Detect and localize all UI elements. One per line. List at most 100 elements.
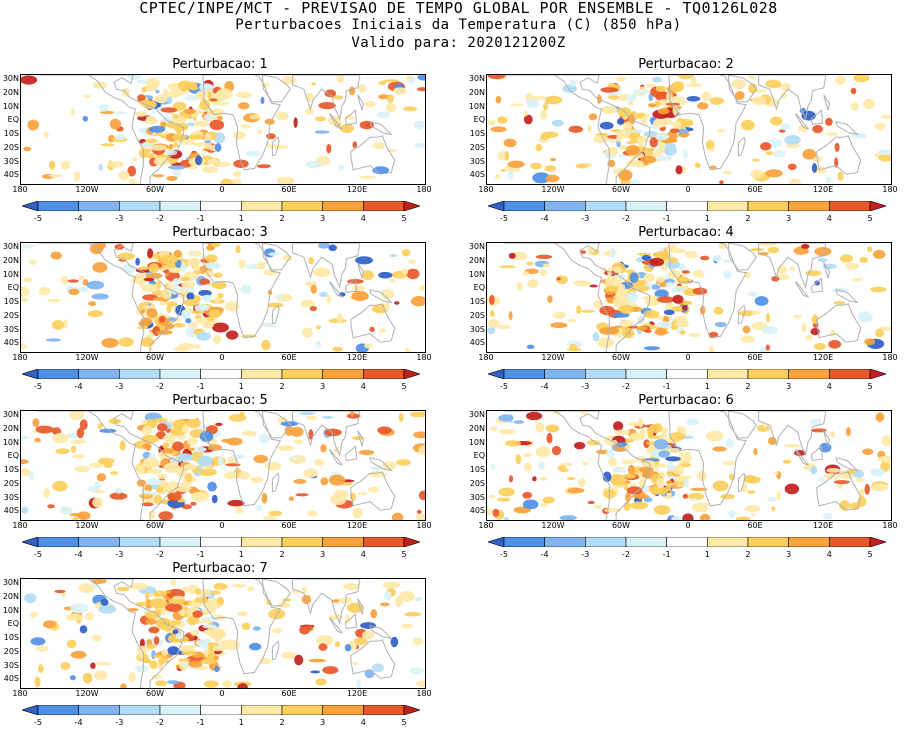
anomaly-patch xyxy=(784,444,802,448)
anomaly-patch xyxy=(625,145,640,156)
anomaly-patch xyxy=(705,139,715,151)
anomaly-patch xyxy=(211,494,218,504)
anomaly-patch xyxy=(621,459,636,465)
anomaly-patch xyxy=(146,644,157,649)
anomaly-patch xyxy=(675,165,683,175)
anomaly-patch xyxy=(497,324,511,330)
anomaly-patch xyxy=(135,257,140,266)
colorbar-tick-label: -1 xyxy=(662,214,671,223)
anomaly-patch xyxy=(74,465,91,473)
anomaly-patch xyxy=(21,286,30,297)
anomaly-patch xyxy=(652,76,662,83)
coastline xyxy=(668,411,747,507)
anomaly-patch xyxy=(187,615,200,625)
anomaly-patch xyxy=(61,592,67,598)
anomaly-patch xyxy=(54,589,66,594)
anomaly-patch xyxy=(140,490,152,495)
lon-tick-label: 120W xyxy=(541,353,565,362)
coastline xyxy=(202,579,281,675)
anomaly-patch xyxy=(490,463,496,471)
colorbar-tick-label: 1 xyxy=(704,214,710,223)
anomaly-patch xyxy=(740,335,756,343)
anomaly-patch xyxy=(176,434,186,440)
anomaly-patch xyxy=(498,414,514,422)
anomaly-patch xyxy=(161,649,169,656)
colorbar-segment xyxy=(488,537,505,547)
anomaly-patch xyxy=(845,262,859,270)
anomaly-patch xyxy=(669,96,685,103)
anomaly-patch xyxy=(877,455,891,463)
colorbar-tick-label: -5 xyxy=(500,382,508,391)
coastline xyxy=(261,411,291,439)
lat-tick-label: 30N xyxy=(2,242,19,251)
anomaly-patch xyxy=(495,95,502,104)
anomaly-patch xyxy=(656,321,673,329)
anomaly-patch xyxy=(190,491,209,502)
anomaly-patch xyxy=(544,165,557,172)
coastline xyxy=(795,280,810,298)
anomaly-patch xyxy=(754,296,769,306)
anomaly-patch xyxy=(332,346,343,352)
anomaly-patch xyxy=(325,635,333,645)
coastline xyxy=(292,411,361,457)
anomaly-patch xyxy=(209,119,225,131)
anomaly-patch xyxy=(166,305,172,314)
anomaly-patch xyxy=(281,598,292,602)
colorbar-tick-label: -4 xyxy=(540,550,549,559)
anomaly-patch xyxy=(21,297,30,302)
lon-tick-label: 120E xyxy=(812,521,834,530)
colorbar-segment xyxy=(829,369,871,379)
anomaly-patch xyxy=(28,259,37,265)
anomaly-patch xyxy=(709,97,725,105)
colorbar-segment xyxy=(22,201,39,211)
anomaly-patch xyxy=(413,120,425,130)
coastline xyxy=(668,243,747,339)
anomaly-patch xyxy=(742,325,751,334)
anomaly-patch xyxy=(186,437,198,446)
anomaly-patch xyxy=(127,75,141,81)
anomaly-patch xyxy=(30,611,38,619)
anomaly-patch xyxy=(811,163,818,173)
panel-title: Perturbacao: 3 xyxy=(172,225,268,240)
colorbar-tick-label: 3 xyxy=(320,550,326,559)
anomaly-patch xyxy=(146,459,157,465)
anomaly-patch xyxy=(686,418,700,426)
anomaly-patch xyxy=(496,497,511,502)
anomaly-patch xyxy=(207,90,212,100)
anomaly-patch xyxy=(503,138,517,148)
anomaly-patch xyxy=(195,620,214,624)
anomaly-patch xyxy=(805,334,813,341)
anomaly-patch xyxy=(145,591,150,601)
anomaly-patch xyxy=(706,430,724,442)
anomaly-patch xyxy=(504,440,521,447)
colorbar-tick-label: -1 xyxy=(196,382,205,391)
anomaly-patch xyxy=(153,655,167,658)
anomaly-patch xyxy=(55,448,70,455)
colorbar-tick-label: 4 xyxy=(360,550,366,559)
anomaly-patch xyxy=(237,683,248,688)
anomaly-patch xyxy=(612,467,627,473)
anomaly-patch xyxy=(263,269,278,276)
anomaly-patch xyxy=(539,476,548,481)
colorbar-segment xyxy=(322,201,364,211)
anomaly-field xyxy=(21,243,425,352)
colorbar-tick-label: 2 xyxy=(279,382,285,391)
anomaly-patch xyxy=(398,412,404,422)
anomaly-patch xyxy=(405,75,412,81)
coastline xyxy=(271,304,280,325)
lat-tick-label: 30N xyxy=(2,74,19,83)
anomaly-patch xyxy=(326,294,332,304)
anomaly-patch xyxy=(523,453,532,458)
anomaly-patch xyxy=(655,155,673,161)
lon-tick-label: 120E xyxy=(812,353,834,362)
colorbar-segment xyxy=(119,369,161,379)
anomaly-patch xyxy=(182,424,189,434)
anomaly-patch xyxy=(233,159,249,168)
anomaly-patch xyxy=(198,289,212,297)
anomaly-patch xyxy=(744,504,761,513)
anomaly-patch xyxy=(199,588,211,598)
anomaly-patch xyxy=(800,244,810,249)
colorbar-segment xyxy=(625,201,667,211)
anomaly-patch xyxy=(144,610,162,620)
anomaly-patch xyxy=(65,613,83,621)
